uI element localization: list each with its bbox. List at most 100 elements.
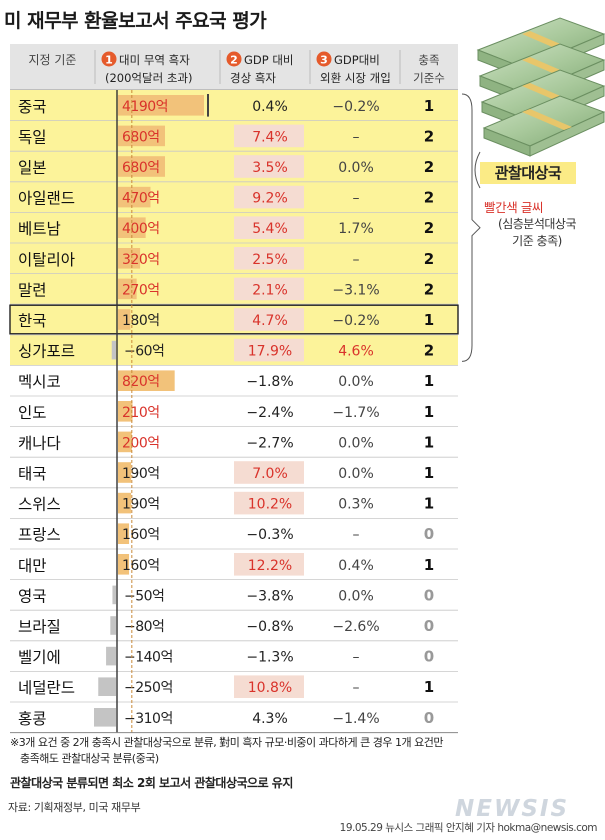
- current-account-value: −1.3%: [246, 650, 293, 666]
- fx-intervention-value: –: [353, 527, 360, 543]
- current-account-value: −1.8%: [246, 374, 293, 390]
- criteria-count: 1: [424, 97, 434, 115]
- criteria-count: 2: [424, 342, 434, 360]
- criterion-number-badge: [101, 51, 117, 67]
- fx-intervention-value: −1.4%: [332, 711, 379, 727]
- header-col0: 지정 기준: [29, 53, 77, 67]
- current-account-value: 10.8%: [248, 680, 292, 696]
- country-name: 싱가포르: [18, 343, 75, 361]
- fx-intervention-value: −1.7%: [332, 405, 379, 421]
- current-account-value: −0.8%: [246, 619, 293, 635]
- trade-surplus-value: −250억: [124, 680, 173, 696]
- trade-surplus-bar: [118, 186, 151, 208]
- country-name: 아일랜드: [18, 190, 75, 208]
- trade-surplus-bar: [118, 156, 165, 177]
- criteria-count: 1: [424, 464, 434, 482]
- current-account-value: 2.1%: [252, 282, 288, 298]
- current-account-value: −3.8%: [246, 588, 293, 604]
- criteria-count: 0: [424, 709, 434, 727]
- criteria-count: 1: [424, 311, 434, 329]
- criteria-count: 2: [424, 280, 434, 298]
- criteria-count: 1: [424, 495, 434, 513]
- current-account-value: 10.2%: [248, 497, 292, 513]
- trade-deficit-bar: [112, 585, 116, 605]
- criteria-count: 2: [424, 219, 434, 237]
- trade-deficit-bar: [98, 677, 116, 696]
- country-name: 이탈리아: [18, 251, 75, 269]
- trade-deficit-bar: [111, 340, 116, 360]
- country-name: 독일: [18, 128, 47, 146]
- trade-surplus-bar: [118, 523, 130, 544]
- country-name: 태국: [18, 465, 47, 483]
- gdp-cell-highlight: [234, 338, 304, 362]
- gdp-cell-highlight: [234, 461, 304, 484]
- current-account-value: 9.2%: [252, 191, 288, 207]
- fx-intervention-value: −0.2%: [332, 99, 379, 115]
- korea-row-highlight: [9, 304, 459, 335]
- country-name: 영국: [18, 587, 47, 605]
- fx-intervention-value: −0.2%: [332, 313, 379, 329]
- trade-surplus-value: 190억: [122, 497, 160, 513]
- country-name: 중국: [18, 98, 47, 116]
- trade-surplus-bar: [118, 309, 131, 330]
- bracket-line: [474, 151, 481, 189]
- current-account-value: −0.3%: [246, 527, 293, 543]
- criteria-count: 0: [424, 648, 434, 666]
- trade-surplus-bar: [118, 248, 141, 269]
- trade-surplus-value: 160억: [122, 558, 160, 574]
- criteria-count: 1: [424, 433, 434, 451]
- money-stack-illustration: [474, 17, 605, 189]
- current-account-value: −2.7%: [246, 435, 293, 451]
- gdp-cell-highlight: [234, 308, 304, 331]
- criteria-count: 1: [424, 678, 434, 696]
- trade-deficit-bar: [106, 646, 116, 666]
- country-name: 네덜란드: [18, 679, 75, 697]
- country-name: 벨기에: [18, 649, 61, 667]
- country-name: 홍콩: [18, 710, 47, 728]
- trade-deficit-bar: [94, 708, 116, 727]
- criterion-number-badge: [316, 51, 332, 67]
- criteria-count: 2: [424, 158, 434, 176]
- gdp-cell-highlight: [234, 185, 304, 209]
- page-title: 미 재무부 환율보고서 주요국 평가: [4, 10, 267, 32]
- country-name: 프랑스: [18, 526, 61, 544]
- gdp-cell-highlight: [234, 155, 304, 178]
- header-col1-line1: 대미 무역 흑자: [119, 53, 190, 67]
- trade-surplus-value: 470억: [122, 191, 160, 207]
- country-name: 말련: [18, 281, 47, 299]
- watch-list-label: 관찰대상국: [480, 162, 576, 184]
- watch-list-bracket: [461, 93, 481, 362]
- red-text-legend-note-line2: 기준 충족): [512, 234, 562, 248]
- criteria-count: 1: [424, 372, 434, 390]
- fx-intervention-value: –: [353, 252, 360, 268]
- gdp-cell-highlight: [234, 675, 304, 698]
- country-name: 한국: [18, 312, 47, 330]
- current-account-value: 12.2%: [248, 558, 292, 574]
- current-account-value: −2.4%: [246, 405, 293, 421]
- trade-deficit-bar: [110, 616, 116, 635]
- trade-surplus-value: 190억: [122, 466, 160, 482]
- trade-surplus-value: −80억: [124, 619, 164, 635]
- country-name: 캐나다: [18, 434, 61, 452]
- fx-intervention-value: −2.6%: [332, 619, 379, 635]
- criteria-count: 1: [424, 556, 434, 574]
- trade-surplus-value: −310억: [124, 711, 173, 727]
- header-col2-line1: GDP 대비: [244, 53, 294, 67]
- fx-intervention-value: 0.0%: [338, 588, 374, 604]
- header-col1-line2: (200억달러 초과): [105, 71, 192, 85]
- gdp-cell-highlight: [234, 124, 304, 148]
- trade-surplus-bar: [118, 462, 132, 483]
- criteria-count: 0: [424, 617, 434, 635]
- footnote-line1: ※3개 요건 중 2개 충족시 관찰대상국으로 분류, 對미 흑자 규모·비중이…: [10, 736, 443, 749]
- trade-surplus-bar: [118, 95, 204, 116]
- trade-surplus-value: 820억: [122, 374, 160, 390]
- criteria-count: 2: [424, 127, 434, 145]
- fx-intervention-value: 0.0%: [338, 160, 374, 176]
- country-name: 베트남: [18, 220, 61, 238]
- country-name: 스위스: [18, 496, 61, 514]
- red-text-legend-note: (심층분석대상국 기준 충족): [478, 216, 596, 250]
- criteria-count: 2: [424, 189, 434, 207]
- footnote: ※3개 요건 중 2개 충족시 관찰대상국으로 분류, 對미 흑자 규모·비중이…: [10, 735, 605, 767]
- trade-surplus-value: 4190억: [122, 99, 168, 115]
- current-account-value: 5.4%: [252, 221, 288, 237]
